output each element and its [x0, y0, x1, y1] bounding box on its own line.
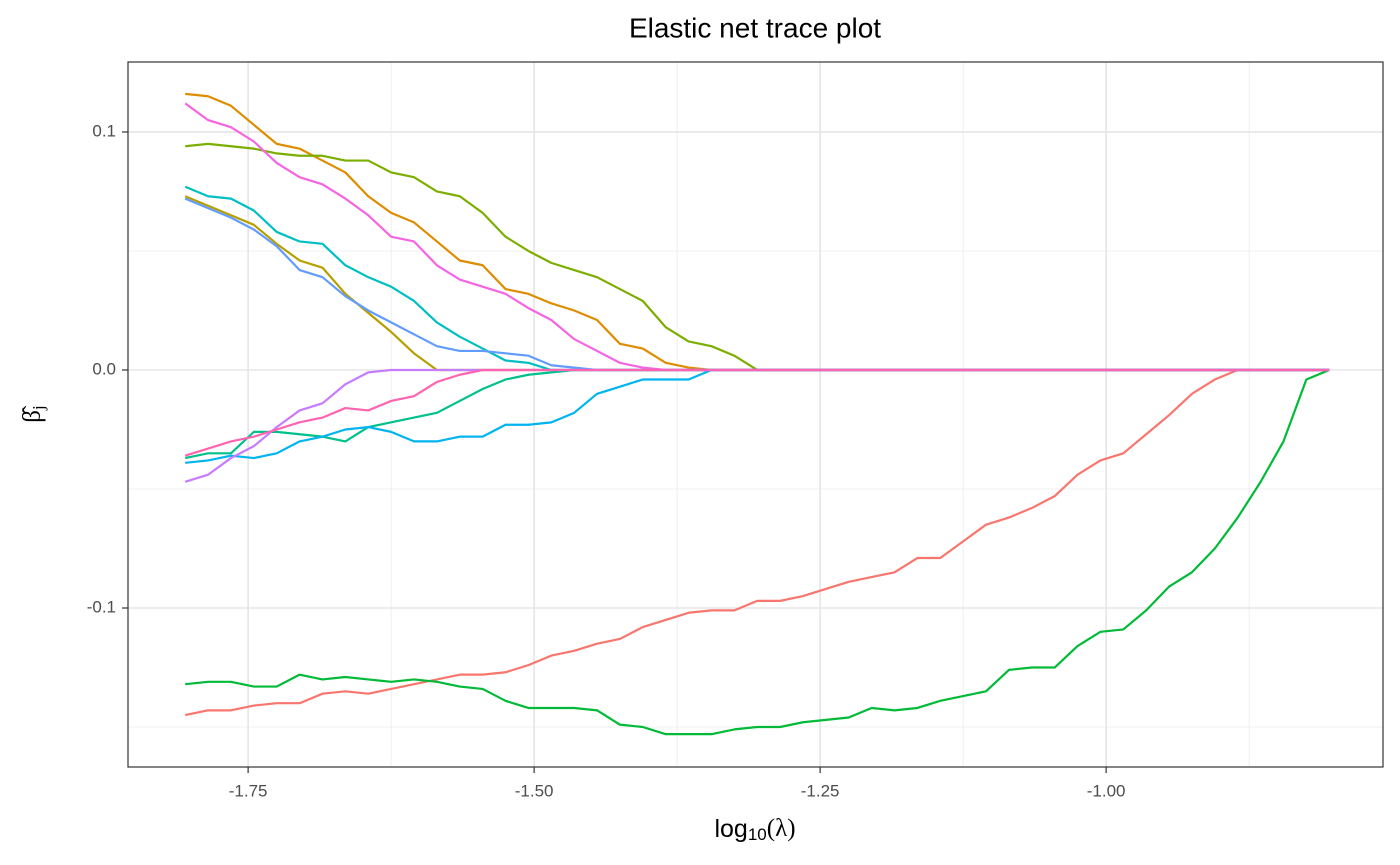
y-axis-title: β̂j — [19, 405, 48, 422]
y-axis-title-main: β̂ — [19, 406, 46, 423]
series-line — [184, 368, 1330, 457]
lines — [184, 92, 1330, 736]
series-line — [184, 368, 1330, 717]
x-axis-title-subscript: 10 — [748, 825, 767, 844]
series-line — [185, 368, 1330, 736]
y-tick-label: 0.0 — [92, 359, 116, 378]
y-axis-title-subscript: j — [29, 405, 48, 411]
y-tick-label: -0.1 — [87, 597, 116, 616]
grid — [128, 62, 1383, 767]
x-axis-title-main: log — [714, 815, 747, 843]
chart-title: Elastic net trace plot — [629, 12, 881, 43]
x-axis-title: log10(λ) — [714, 815, 795, 845]
x-tick-label: -1.25 — [801, 781, 840, 800]
x-tick-label: -1.50 — [515, 781, 554, 800]
x-axis-title-rest: (λ) — [767, 815, 796, 842]
axes: -1.75 -1.50 -1.25 -1.00 -0.1 0.0 0.1 — [87, 121, 1126, 800]
x-tick-label: -1.00 — [1087, 781, 1126, 800]
panel-border — [127, 61, 1384, 768]
y-tick-label: 0.1 — [92, 121, 116, 140]
x-tick-label: -1.75 — [229, 781, 268, 800]
